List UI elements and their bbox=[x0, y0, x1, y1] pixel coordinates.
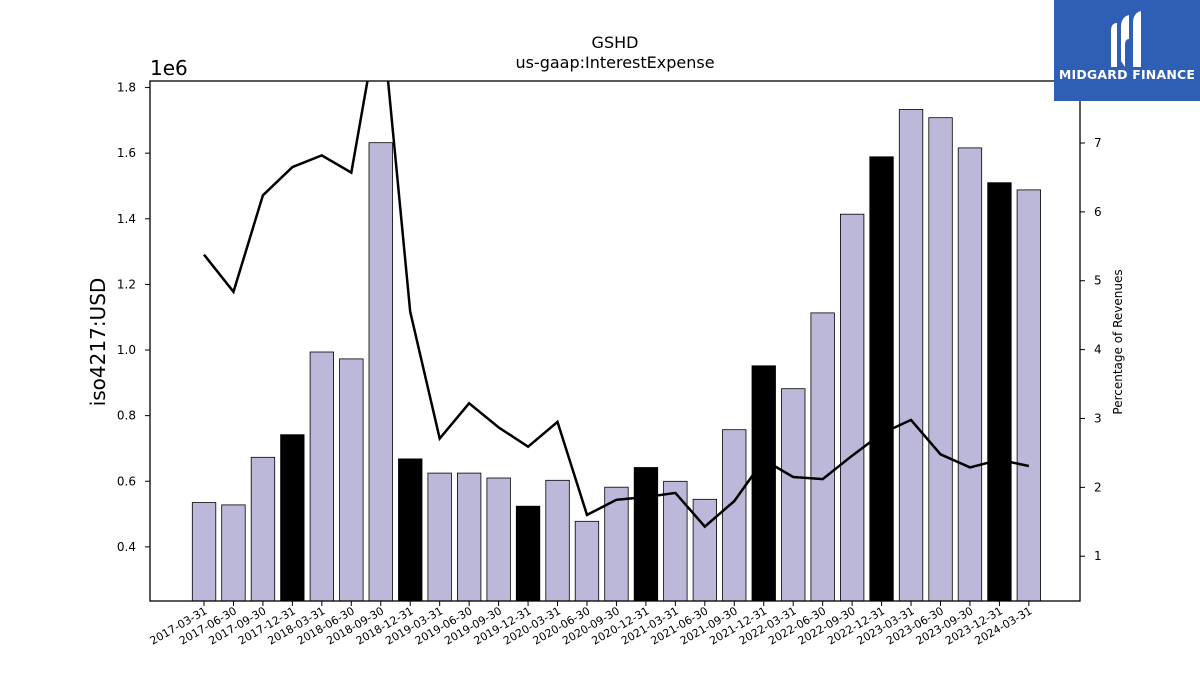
y2-tick-label: 1 bbox=[1094, 549, 1102, 563]
logo-mark-icon bbox=[1111, 11, 1141, 67]
y-tick-label: 1.0 bbox=[117, 343, 136, 357]
chart-title: GSHD bbox=[592, 33, 639, 52]
bar-2022-09-30 bbox=[840, 213, 865, 602]
y-tick-label: 0.4 bbox=[117, 540, 136, 554]
y2-tick-label: 4 bbox=[1094, 343, 1102, 357]
y2-axis-label: Percentage of Revenues bbox=[1111, 269, 1125, 414]
bar-2017-03-31 bbox=[191, 502, 217, 602]
bar-2023-09-30 bbox=[957, 147, 983, 602]
bar-2021-12-31 bbox=[751, 365, 776, 602]
bar-2022-03-31 bbox=[781, 388, 806, 602]
bar-2017-12-31 bbox=[280, 434, 305, 602]
axes: 0.40.60.81.01.21.41.61.812345672017-03-3… bbox=[117, 80, 1102, 648]
bar-2020-03-31 bbox=[545, 479, 570, 602]
y2-tick-label: 3 bbox=[1094, 411, 1102, 425]
chart-subtitle: us-gaap:InterestExpense bbox=[515, 53, 714, 72]
y-tick-label: 1.2 bbox=[117, 277, 136, 291]
y-tick-label: 1.6 bbox=[117, 146, 136, 160]
y2-tick-label: 2 bbox=[1094, 480, 1102, 494]
y2-tick-label: 6 bbox=[1094, 205, 1102, 219]
y-offset-label: 1e6 bbox=[150, 56, 188, 80]
line-layer bbox=[203, 81, 1030, 529]
y-tick-label: 0.8 bbox=[117, 409, 136, 423]
bar-2023-03-31 bbox=[898, 109, 924, 602]
bar-2017-09-30 bbox=[250, 456, 276, 602]
plot-frame bbox=[149, 80, 1081, 602]
series-line-percentage bbox=[203, 81, 1030, 529]
bar-2019-09-30 bbox=[486, 477, 511, 602]
bar-2021-09-30 bbox=[722, 429, 747, 602]
bar-2017-06-30 bbox=[221, 504, 246, 602]
y-tick-label: 0.6 bbox=[117, 474, 136, 488]
bar-2018-03-31 bbox=[309, 351, 335, 602]
bar-2023-06-30 bbox=[928, 117, 953, 602]
bar-2019-12-31 bbox=[515, 505, 541, 602]
bar-2021-03-31 bbox=[663, 480, 688, 602]
bar-2018-09-30 bbox=[368, 142, 393, 602]
y2-tick-label: 5 bbox=[1094, 274, 1102, 288]
brand-logo: MIDGARD FINANCE bbox=[1054, 0, 1200, 101]
y-tick-label: 1.4 bbox=[117, 212, 136, 226]
bar-2022-06-30 bbox=[810, 312, 835, 602]
bar-2018-06-30 bbox=[339, 358, 364, 602]
bar-2021-06-30 bbox=[692, 498, 717, 602]
bar-2023-12-31 bbox=[987, 182, 1012, 602]
bar-2022-12-31 bbox=[869, 156, 894, 602]
bar-2024-03-31 bbox=[1016, 189, 1041, 602]
bar-2020-12-31 bbox=[633, 467, 659, 602]
bar-layer bbox=[191, 109, 1041, 602]
logo-text: MIDGARD FINANCE bbox=[1058, 67, 1196, 82]
bar-2019-03-31 bbox=[427, 472, 452, 602]
y-tick-label: 1.8 bbox=[117, 81, 136, 95]
bar-2018-12-31 bbox=[398, 458, 423, 602]
bar-2019-06-30 bbox=[456, 472, 482, 602]
y2-tick-label: 7 bbox=[1094, 136, 1102, 150]
bar-2020-06-30 bbox=[574, 520, 600, 602]
y-axis-label: iso4217:USD bbox=[86, 278, 110, 407]
